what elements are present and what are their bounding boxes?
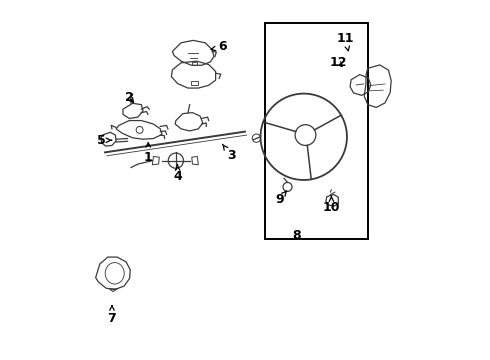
Text: 6: 6: [211, 40, 227, 53]
Bar: [265, 23, 368, 239]
Text: 4: 4: [173, 165, 182, 183]
Text: 7: 7: [108, 306, 116, 325]
Text: 11: 11: [337, 32, 354, 51]
Text: 3: 3: [222, 144, 236, 162]
Text: 9: 9: [275, 191, 287, 206]
Text: 8: 8: [293, 229, 301, 243]
Text: 5: 5: [97, 134, 112, 147]
Text: 2: 2: [125, 91, 134, 104]
Text: 1: 1: [144, 143, 152, 164]
Text: 10: 10: [322, 195, 340, 214]
Text: 12: 12: [330, 56, 347, 69]
